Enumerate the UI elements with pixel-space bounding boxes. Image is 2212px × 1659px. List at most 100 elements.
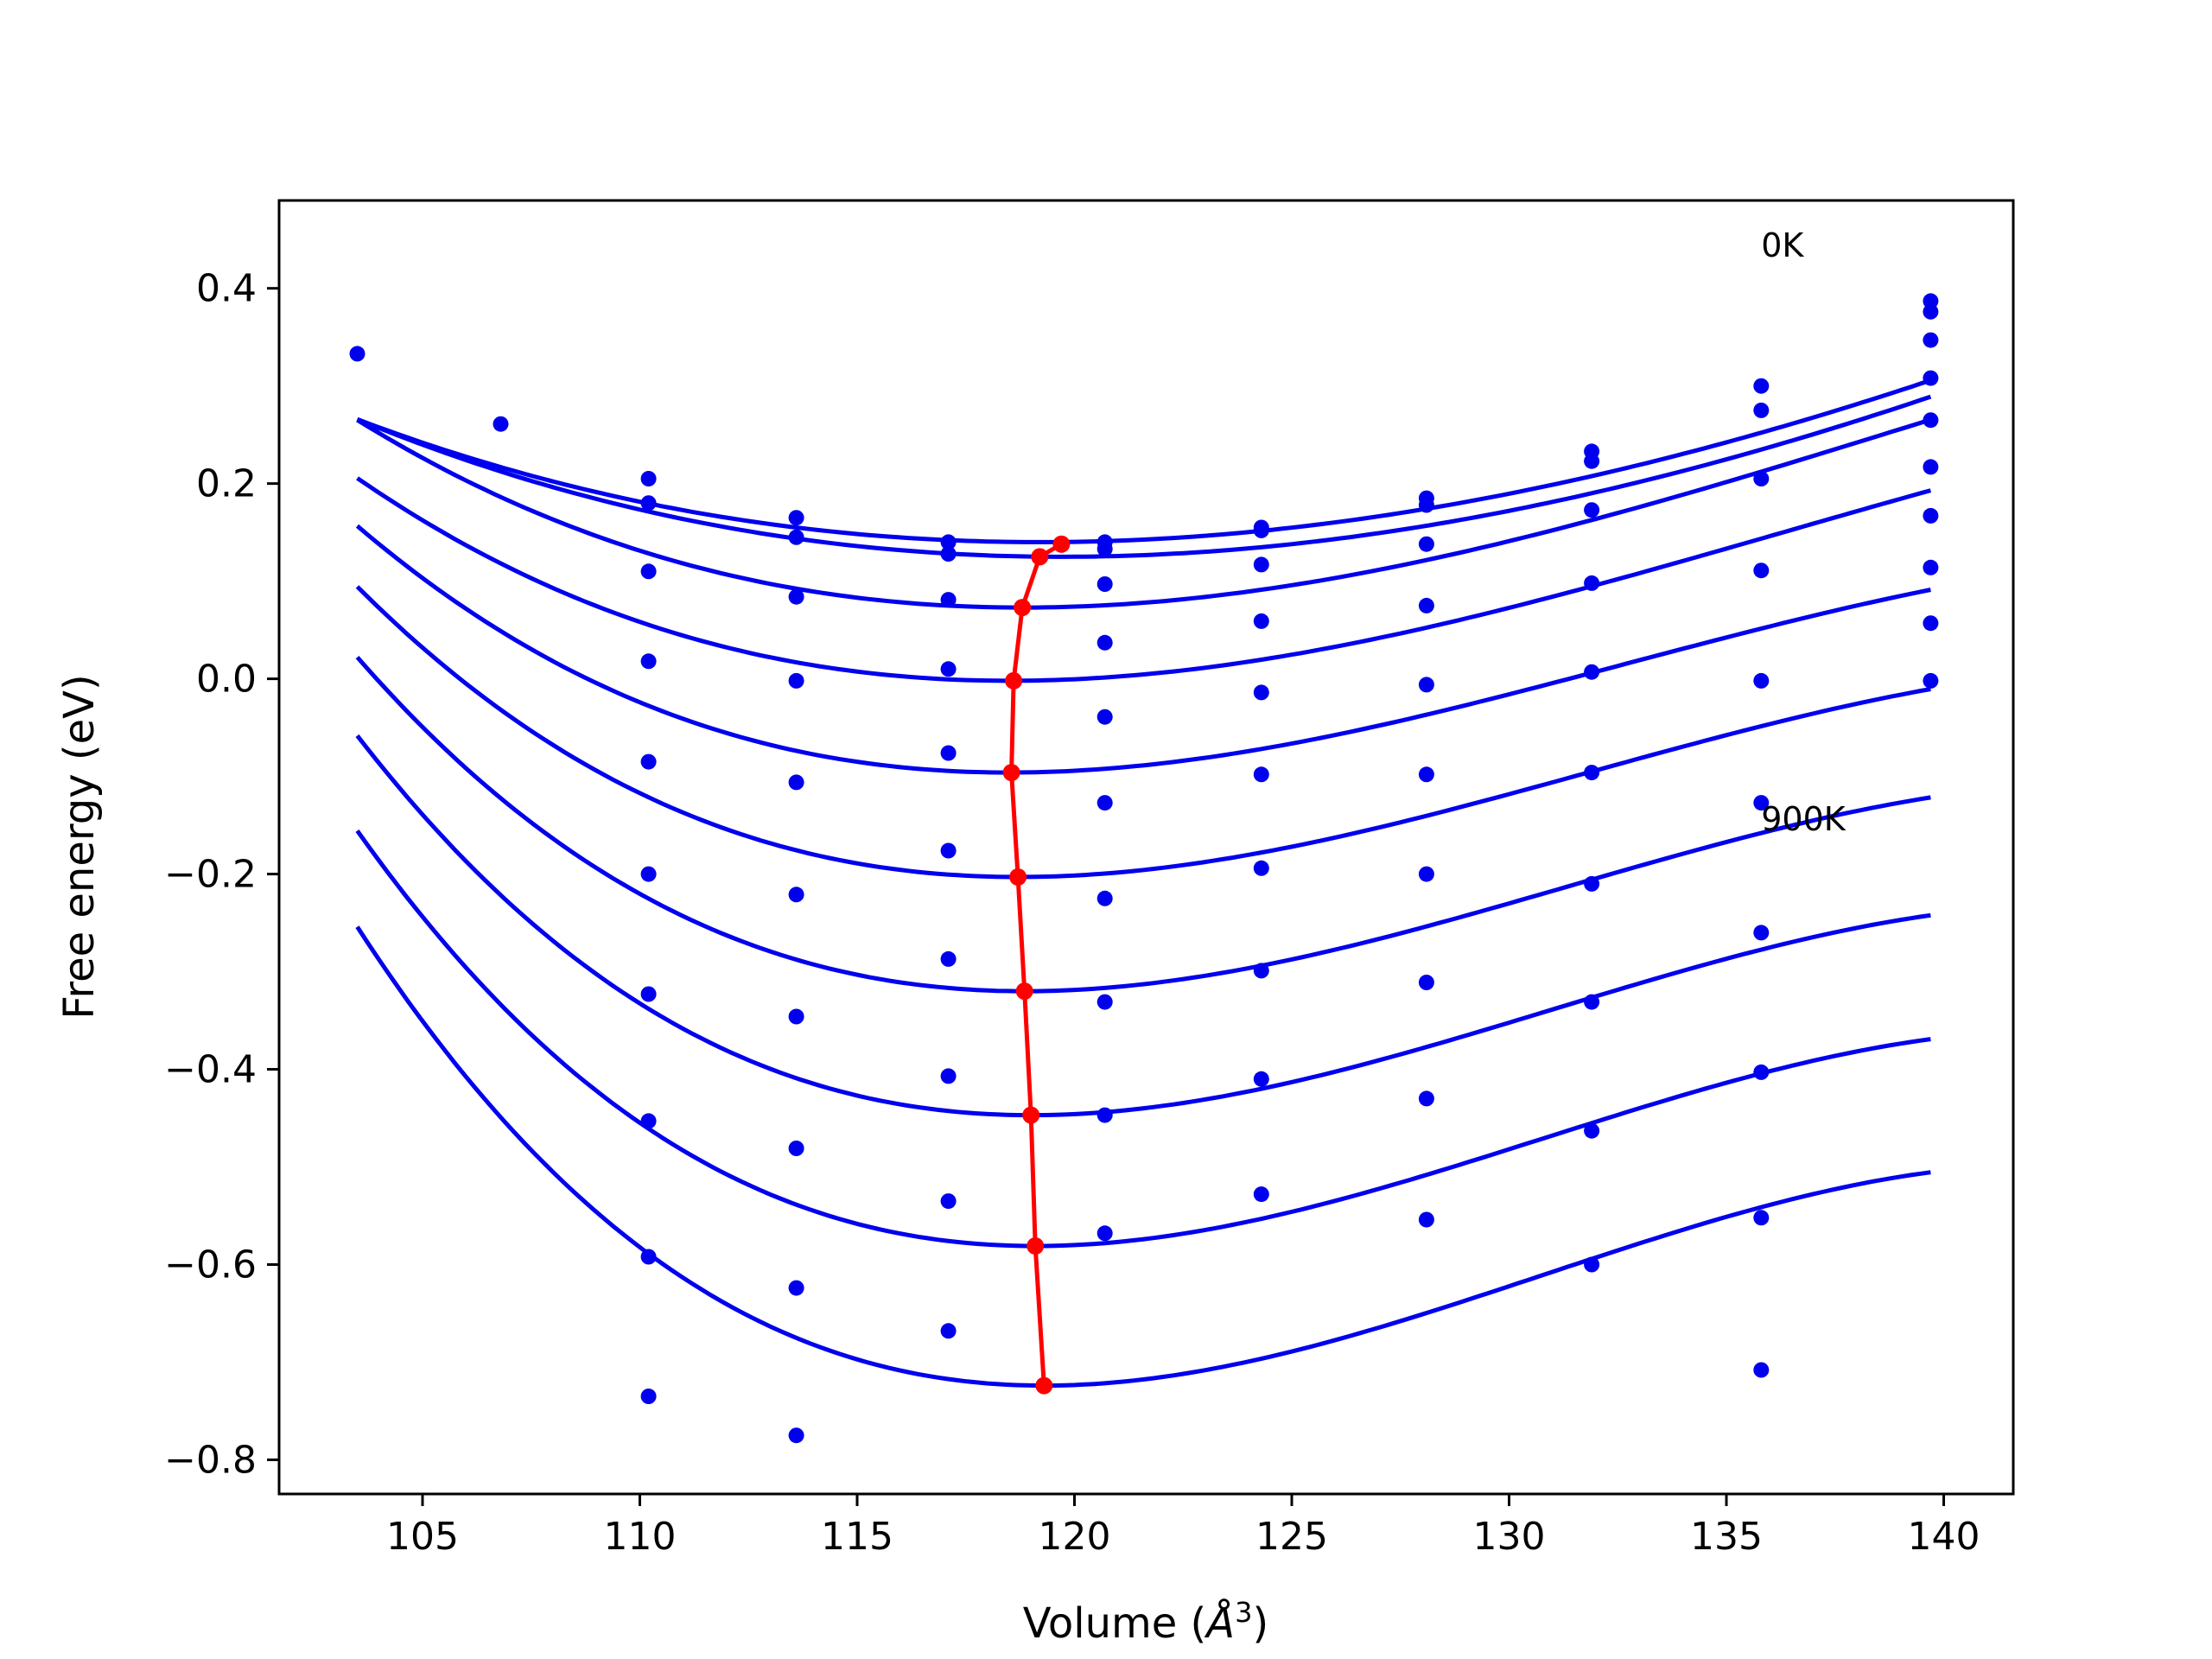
y-tick-label-4: −0.4 (164, 1048, 257, 1092)
data-point-6-6 (1253, 860, 1269, 876)
data-point-2-8 (640, 1249, 657, 1265)
data-point-3-4 (788, 774, 804, 791)
x-tick-label-4: 125 (1255, 1515, 1328, 1559)
data-point-5-5 (1096, 795, 1113, 811)
data-point-2-7 (640, 1113, 657, 1129)
minimum-point-2 (1014, 599, 1032, 617)
data-point-9-8 (1753, 1210, 1770, 1226)
data-point-10-3 (1923, 370, 1939, 386)
data-point-4-3 (940, 661, 957, 677)
data-point-6-1 (1253, 522, 1269, 538)
x-tick-label-6: 135 (1690, 1515, 1763, 1559)
data-point-3-2 (788, 588, 804, 605)
annotation-0: 0K (1761, 226, 1804, 264)
fit-curve-8 (355, 829, 1931, 1249)
x-tick-label-2: 115 (821, 1515, 893, 1559)
data-point-3-3 (788, 672, 804, 689)
minimum-point-7 (1022, 1106, 1040, 1124)
data-point-7-1 (1418, 497, 1434, 513)
data-point-4-2 (940, 592, 957, 608)
data-point-10-7 (1923, 559, 1939, 575)
data-point-10-8 (1923, 615, 1939, 632)
data-point-6-9 (1253, 1186, 1269, 1203)
data-point-7-3 (1418, 597, 1434, 613)
data-point-2-6 (640, 986, 657, 1002)
data-point-10-2 (1923, 332, 1939, 348)
fit-curve-0 (356, 378, 1932, 544)
annotation-1: 900K (1761, 800, 1847, 838)
data-point-8-5 (1584, 765, 1600, 781)
data-point-7-6 (1418, 866, 1434, 882)
data-point-6-7 (1253, 963, 1269, 979)
data-point-7-9 (1418, 1211, 1434, 1228)
data-point-9-9 (1753, 1362, 1770, 1378)
data-point-9-6 (1753, 925, 1770, 941)
y-tick-label-2: 0.0 (196, 658, 257, 702)
data-point-3-7 (788, 1141, 804, 1156)
y-tick-label-3: −0.2 (164, 853, 257, 897)
data-point-8-3 (1584, 575, 1600, 591)
data-point-8-4 (1584, 664, 1600, 680)
data-point-4-0 (940, 534, 957, 550)
x-tick-label-3: 120 (1039, 1515, 1111, 1559)
x-axis-label: Volume (Å3) (1023, 1596, 1268, 1648)
data-point-6-5 (1253, 766, 1269, 783)
data-point-5-7 (1096, 994, 1113, 1010)
fit-curve-6 (355, 655, 1931, 994)
data-point-7-4 (1418, 677, 1434, 693)
x-tick-label-7: 140 (1908, 1515, 1980, 1559)
data-point-10-1 (1923, 303, 1939, 320)
data-point-8-1 (1584, 453, 1600, 469)
data-point-3-6 (788, 1008, 804, 1025)
data-point-7-8 (1418, 1090, 1434, 1107)
data-point-5-1 (1096, 541, 1113, 557)
fit-curve-9 (355, 925, 1931, 1389)
data-point-3-8 (788, 1280, 804, 1296)
y-tick-label-5: −0.6 (164, 1243, 257, 1287)
data-point-5-4 (1096, 709, 1113, 725)
data-point-4-1 (940, 546, 957, 562)
x-tick-label-0: 105 (386, 1515, 459, 1559)
data-point-10-0 (1923, 293, 1939, 309)
x-tick-label-1: 110 (604, 1515, 677, 1559)
data-point-10-5 (1923, 459, 1939, 475)
data-point-9-1 (1753, 402, 1770, 418)
data-point-7-2 (1418, 536, 1434, 552)
data-point-3-1 (788, 529, 804, 545)
minimum-point-1 (1031, 548, 1049, 566)
data-point-2-2 (640, 563, 657, 580)
data-point-4-7 (940, 1068, 957, 1084)
data-point-8-6 (1584, 875, 1600, 892)
minimum-point-4 (1002, 764, 1020, 782)
data-point-5-6 (1096, 890, 1113, 906)
data-point-9-5 (1753, 795, 1770, 811)
fit-curve-5 (355, 585, 1931, 880)
data-point-9-4 (1753, 672, 1770, 689)
data-point-5-3 (1096, 634, 1113, 651)
data-point-8-2 (1584, 502, 1600, 518)
data-point-2-1 (640, 495, 657, 512)
data-point-2-4 (640, 753, 657, 770)
data-point-4-5 (940, 842, 957, 859)
minimum-point-5 (1009, 868, 1027, 886)
data-point-3-0 (788, 510, 804, 526)
y-axis-label: Free energy (eV) (55, 674, 104, 1019)
data-point-2-9 (640, 1389, 657, 1404)
data-point-8-7 (1584, 994, 1600, 1010)
data-point-3-5 (788, 887, 804, 903)
data-point-8-8 (1584, 1122, 1600, 1139)
data-point-5-2 (1096, 576, 1113, 592)
data-point-10-4 (1923, 412, 1939, 429)
data-point-2-0 (640, 471, 657, 486)
annotations: 0K 900K (1761, 226, 1847, 838)
minimum-line (1009, 542, 1063, 1386)
data-point-2-3 (640, 653, 657, 670)
x-axis: 105 110 115 120 125 130 135 140 (386, 1494, 1980, 1559)
data-point-10-6 (1923, 507, 1939, 524)
minimum-point-0 (1052, 535, 1071, 553)
data-point-6-2 (1253, 556, 1269, 573)
minimum-point-8 (1027, 1237, 1045, 1255)
minimum-point-9 (1035, 1376, 1053, 1395)
data-point-0-0 (349, 346, 365, 362)
